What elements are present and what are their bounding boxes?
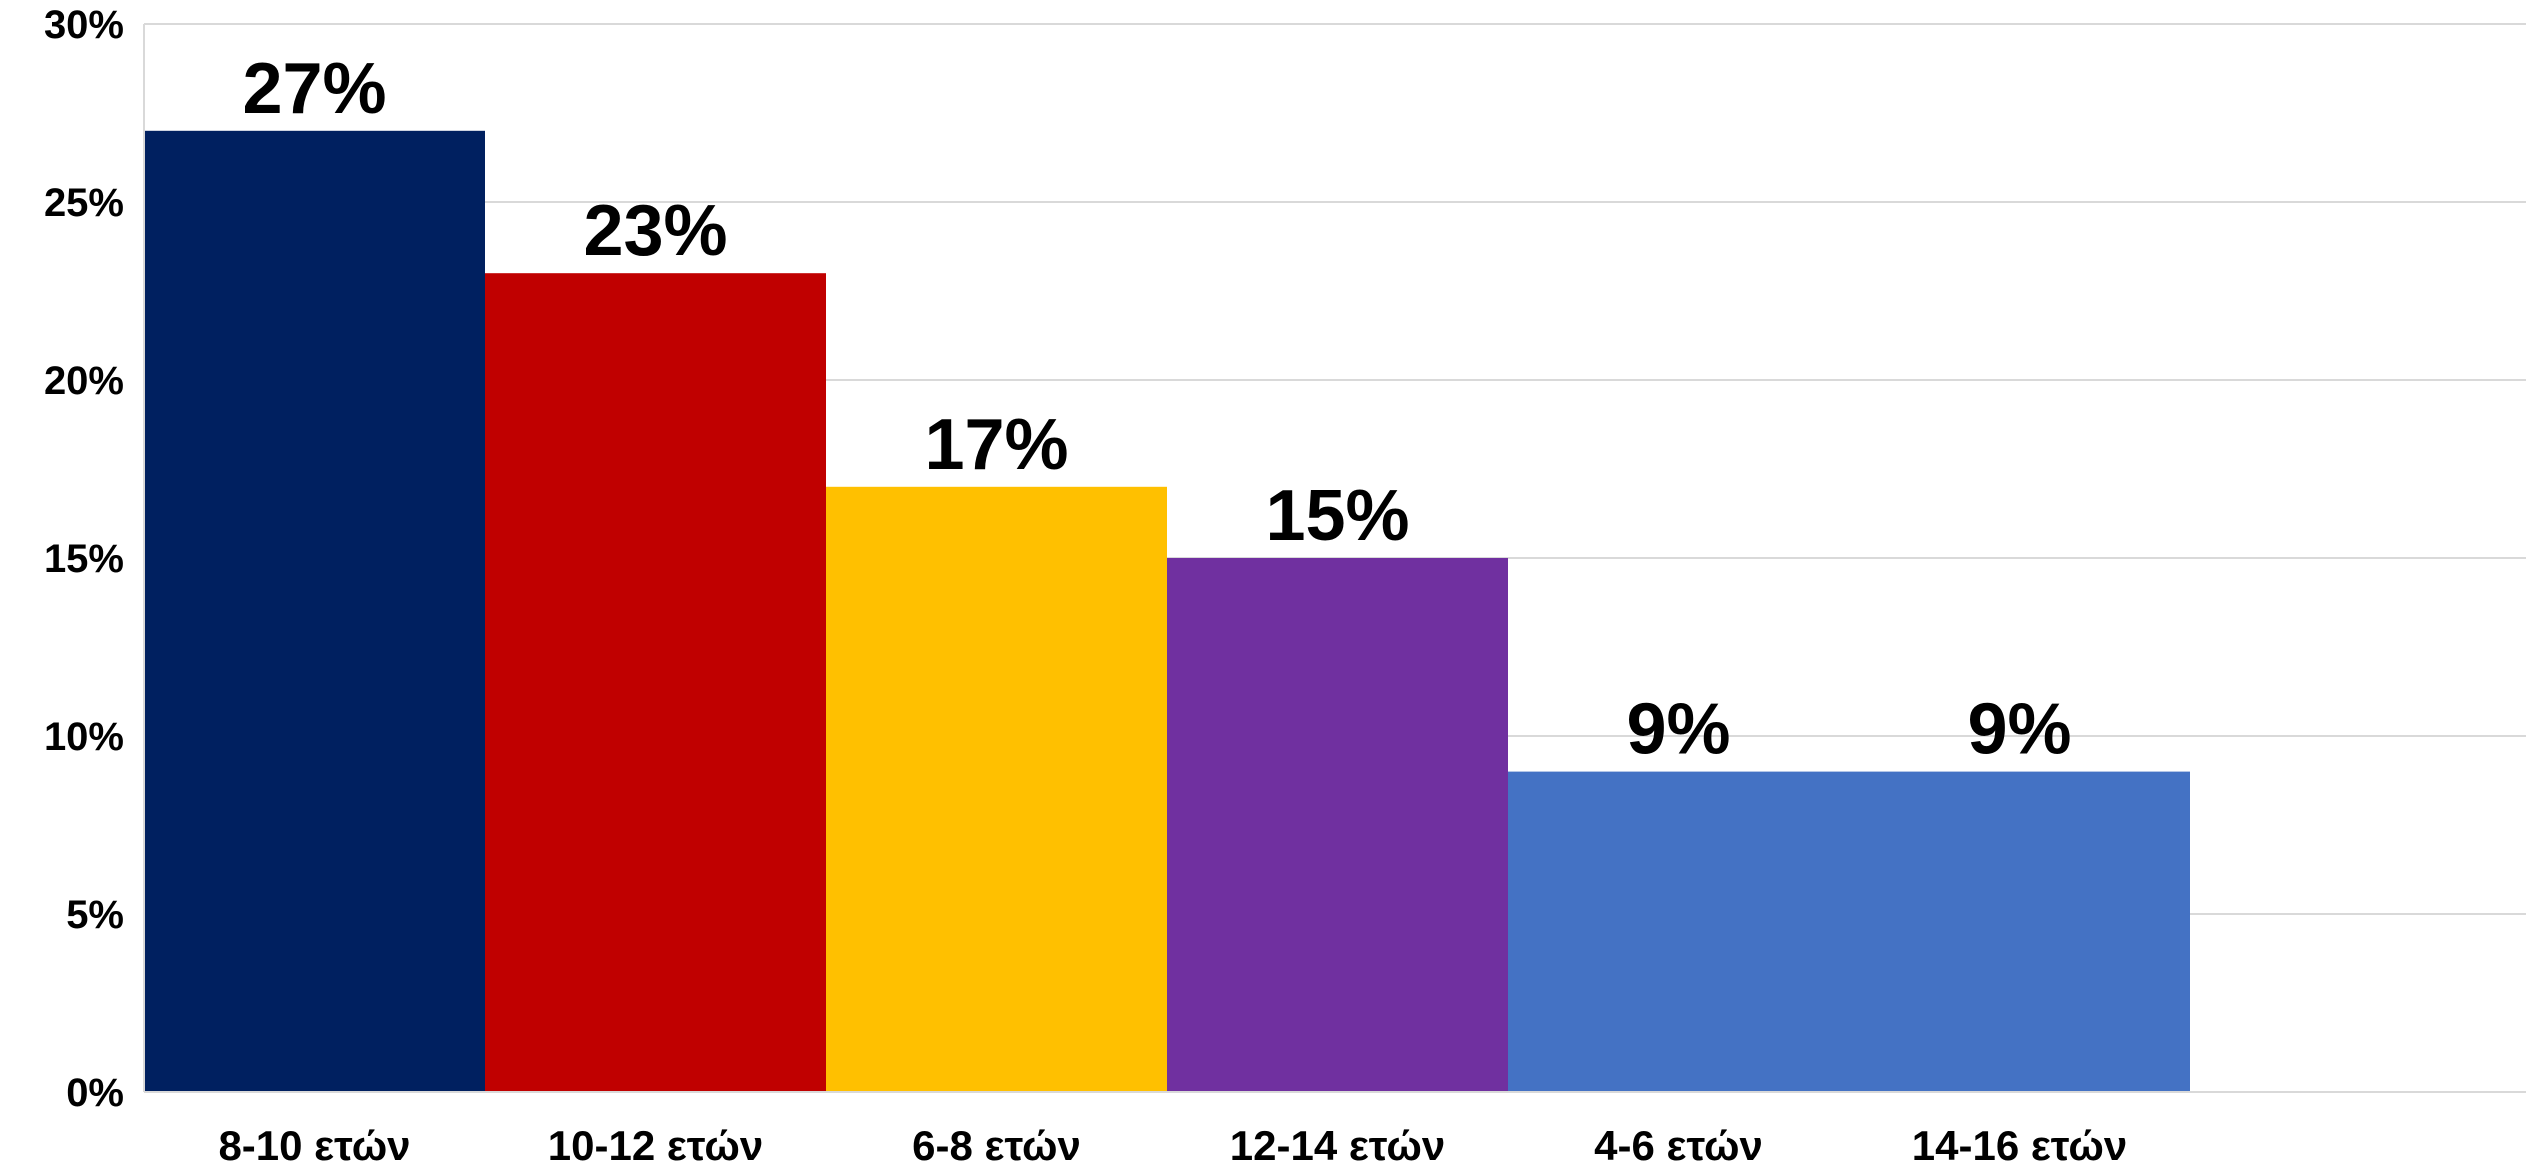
bar [1508, 771, 1849, 1092]
data-label: 9% [1967, 690, 2071, 770]
y-tick-label: 0% [66, 1071, 124, 1115]
x-category-label: 6-8 ετών [912, 1122, 1081, 1166]
y-tick-label: 25% [44, 181, 124, 225]
x-axis-category-labels: 8-10 ετών 10-12 ετών 6-8 ετών 12-14 ετών 4-6… [218, 1122, 2127, 1166]
bar [1849, 771, 2190, 1092]
bar [485, 273, 826, 1092]
data-label: 17% [924, 405, 1068, 485]
x-category-label: 12-14 ετών [1230, 1122, 1445, 1166]
data-labels: 27% 23% 17% 15% 9% 9% [242, 49, 2071, 770]
x-category-label: 10-12 ετών [548, 1122, 763, 1166]
data-label: 27% [242, 49, 386, 129]
y-tick-label: 30% [44, 3, 124, 47]
x-category-label: 8-10 ετών [218, 1122, 410, 1166]
y-tick-label: 20% [44, 359, 124, 403]
x-category-label: 14-16 ετών [1912, 1122, 2127, 1166]
data-label: 9% [1626, 690, 1730, 770]
y-tick-label: 10% [44, 715, 124, 759]
y-tick-label: 5% [66, 893, 124, 937]
bar [826, 486, 1167, 1092]
y-axis-tick-labels: 0% 5% 10% 15% 20% 25% 30% [44, 3, 124, 1115]
x-category-label: 4-6 ετών [1594, 1122, 1763, 1166]
bar [1167, 558, 1508, 1092]
bar [144, 130, 485, 1093]
y-tick-label: 15% [44, 537, 124, 581]
data-label: 15% [1265, 476, 1409, 556]
bars [144, 130, 2190, 1093]
data-label: 23% [583, 191, 727, 271]
